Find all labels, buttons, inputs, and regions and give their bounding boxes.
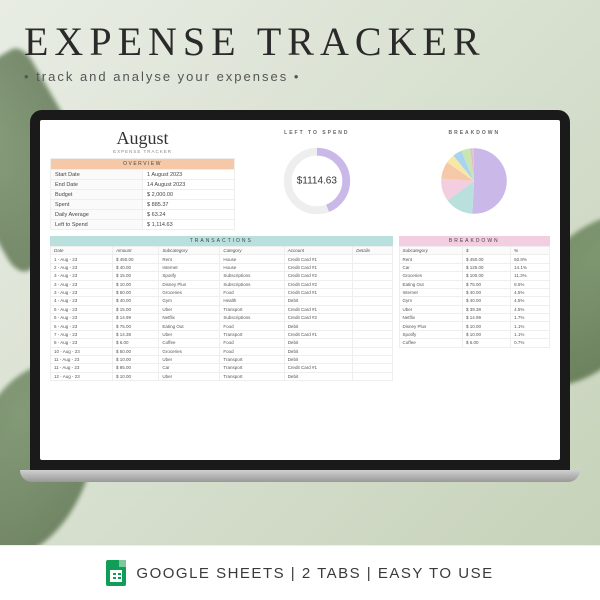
table-row: 4 - Aug - 23$ 40.00GymHealthDebit	[51, 297, 393, 305]
pie-chart	[433, 140, 515, 222]
donut-chart: $1114.63	[278, 142, 356, 220]
table-row: Eating Out$ 75.008.5%	[399, 280, 549, 288]
overview-row: Spent$ 885.37	[51, 199, 234, 209]
overview-row: Daily Average$ 63.24	[51, 209, 234, 219]
table-row: Car$ 125.0014.1%	[399, 263, 549, 271]
table-row: Spotify$ 10.001.1%	[399, 330, 549, 338]
table-row: 3 - Aug - 23$ 15.00SpotifySubscriptionsC…	[51, 272, 393, 280]
pie-title: BREAKDOWN	[399, 128, 550, 138]
breakdown-table: Subcategory$% Rent$ 450.0050.8%Car$ 125.…	[399, 246, 550, 348]
month-overview-panel: August EXPENSE TRACKER OVERVIEW Start Da…	[50, 128, 235, 230]
footer-text: GOOGLE SHEETS | 2 TABS | EASY TO USE	[136, 565, 493, 582]
breakdown-pie-panel: BREAKDOWN	[399, 128, 550, 230]
donut-value: $1114.63	[297, 176, 337, 187]
month-sub: EXPENSE TRACKER	[50, 149, 235, 154]
laptop-mockup: August EXPENSE TRACKER OVERVIEW Start Da…	[30, 110, 570, 510]
table-row: Rent$ 450.0050.8%	[399, 255, 549, 263]
overview-row: Left to Spend$ 1,114.63	[51, 219, 234, 229]
left-to-spend-panel: LEFT TO SPEND $1114.63	[241, 128, 392, 230]
overview-box: OVERVIEW Start Date1 August 2023End Date…	[50, 158, 235, 230]
product-title: EXPENSE TRACKER	[24, 18, 576, 65]
table-row: 11 - Aug - 23$ 10.00UberTransportDebit	[51, 355, 393, 363]
table-row: Uber$ 39.384.5%	[399, 305, 549, 313]
spreadsheet-screen: August EXPENSE TRACKER OVERVIEW Start Da…	[40, 120, 560, 460]
laptop-base	[20, 470, 580, 482]
table-row: 1 - Aug - 23$ 450.00RentHouseCredit Card…	[51, 255, 393, 263]
product-header: EXPENSE TRACKER • track and analyse your…	[0, 0, 600, 94]
product-subtitle: • track and analyse your expenses •	[24, 69, 576, 84]
table-row: 12 - Aug - 23$ 10.00UberTransportDebit	[51, 372, 393, 380]
product-footer: GOOGLE SHEETS | 2 TABS | EASY TO USE	[0, 545, 600, 600]
table-row: 8 - Aug - 23$ 6.00CoffeeFoodDebit	[51, 339, 393, 347]
table-row: 5 - Aug - 23$ 14.99NetflixSubscriptionsC…	[51, 314, 393, 322]
table-row: 11 - Aug - 23$ 85.00CarTransportCredit C…	[51, 364, 393, 372]
table-row: Netflix$ 14.991.7%	[399, 314, 549, 322]
breakdown-title: BREAKDOWN	[399, 236, 550, 246]
table-row: Coffee$ 6.000.7%	[399, 339, 549, 347]
transactions-table: DateAmountSubcategoryCategoryAccountDeta…	[50, 246, 393, 381]
left-to-spend-title: LEFT TO SPEND	[241, 128, 392, 138]
google-sheets-icon	[106, 560, 126, 586]
overview-row: Start Date1 August 2023	[51, 169, 234, 179]
overview-row: Budget$ 2,000.00	[51, 189, 234, 199]
breakdown-table-panel: BREAKDOWN Subcategory$% Rent$ 450.0050.8…	[399, 236, 550, 452]
transactions-panel: TRANSACTIONS DateAmountSubcategoryCatego…	[50, 236, 393, 452]
laptop-bezel: August EXPENSE TRACKER OVERVIEW Start Da…	[30, 110, 570, 470]
overview-row: End Date14 August 2023	[51, 179, 234, 189]
table-row: 6 - Aug - 23$ 75.00Eating OutFoodDebit	[51, 322, 393, 330]
table-row: 7 - Aug - 23$ 14.38UberTransportCredit C…	[51, 330, 393, 338]
table-row: Disney Plus$ 10.001.1%	[399, 322, 549, 330]
table-row: 2 - Aug - 23$ 40.00InternetHouseCredit C…	[51, 263, 393, 271]
table-row: Gym$ 40.004.5%	[399, 297, 549, 305]
transactions-title: TRANSACTIONS	[50, 236, 393, 246]
table-row: 3 - Aug - 23$ 10.00Disney PlusSubscripti…	[51, 280, 393, 288]
table-row: 5 - Aug - 23$ 15.00UberTransportCredit C…	[51, 305, 393, 313]
table-row: 10 - Aug - 23$ 50.00GroceriesFoodDebit	[51, 347, 393, 355]
month-name: August	[50, 128, 235, 149]
overview-title: OVERVIEW	[51, 159, 234, 169]
table-row: 3 - Aug - 23$ 50.00GroceriesFoodCredit C…	[51, 288, 393, 296]
table-row: Groceries$ 100.0011.3%	[399, 272, 549, 280]
table-row: Internet$ 40.004.5%	[399, 288, 549, 296]
